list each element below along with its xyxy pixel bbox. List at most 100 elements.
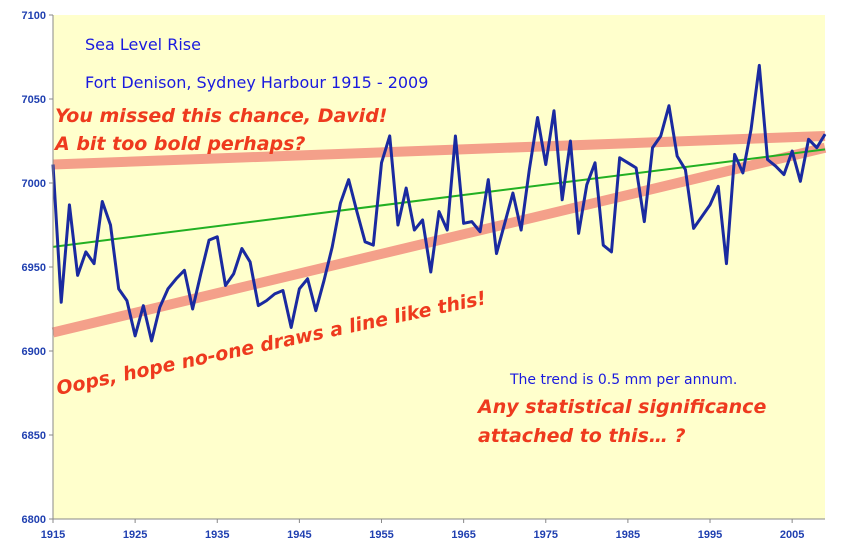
data-point <box>257 305 259 307</box>
data-point <box>660 135 662 137</box>
data-point <box>192 308 194 310</box>
data-point <box>487 179 489 181</box>
data-point <box>594 162 596 164</box>
data-point <box>290 326 292 328</box>
x-tick-label: 1975 <box>534 529 558 541</box>
data-point <box>134 335 136 337</box>
data-point <box>537 116 539 118</box>
x-tick-label: 1915 <box>41 529 65 541</box>
data-point <box>364 241 366 243</box>
data-point <box>167 288 169 290</box>
data-point <box>282 290 284 292</box>
data-point <box>586 184 588 186</box>
data-point <box>266 300 268 302</box>
data-point <box>175 278 177 280</box>
data-point <box>85 251 87 253</box>
y-tick-label: 7100 <box>22 10 46 22</box>
data-point <box>60 301 62 303</box>
data-point <box>208 239 210 241</box>
data-point <box>249 261 251 263</box>
data-point <box>627 162 629 164</box>
data-point <box>758 64 760 66</box>
data-point <box>200 273 202 275</box>
y-tick-label: 6950 <box>22 262 46 274</box>
data-point <box>668 105 670 107</box>
data-point <box>68 204 70 206</box>
data-point <box>808 138 810 140</box>
x-tick-label: 1945 <box>287 529 311 541</box>
data-point <box>224 284 226 286</box>
data-point <box>799 180 801 182</box>
x-tick-label: 1965 <box>451 529 475 541</box>
chart-title: Sea Level Rise <box>85 35 201 54</box>
data-point <box>504 222 506 224</box>
data-point <box>791 150 793 152</box>
data-point <box>528 169 530 171</box>
data-point <box>118 288 120 290</box>
data-point <box>783 174 785 176</box>
chart-subtitle: Fort Denison, Sydney Harbour 1915 - 2009 <box>85 73 428 92</box>
data-point <box>159 306 161 308</box>
data-point <box>356 211 358 213</box>
data-point <box>734 153 736 155</box>
x-tick-label: 1925 <box>123 529 147 541</box>
data-point <box>578 232 580 234</box>
data-point <box>495 253 497 255</box>
y-tick-label: 7000 <box>22 178 46 190</box>
annotation-significance-2: attached to this… ? <box>478 425 686 447</box>
data-point <box>422 219 424 221</box>
data-point <box>767 158 769 160</box>
annotation-significance-1: Any statistical significance <box>476 396 766 418</box>
data-point <box>339 202 341 204</box>
data-point <box>315 310 317 312</box>
data-point <box>372 244 374 246</box>
y-tick-label: 7050 <box>22 94 46 106</box>
data-point <box>619 157 621 159</box>
data-point <box>183 269 185 271</box>
data-point <box>816 147 818 149</box>
data-point <box>430 271 432 273</box>
data-point <box>323 279 325 281</box>
data-point <box>463 222 465 224</box>
data-point <box>643 221 645 223</box>
data-point <box>389 135 391 137</box>
data-point <box>241 248 243 250</box>
data-point <box>109 224 111 226</box>
data-point <box>348 179 350 181</box>
data-point <box>652 147 654 149</box>
data-point <box>610 251 612 253</box>
data-point <box>775 165 777 167</box>
data-point <box>717 185 719 187</box>
x-tick-label: 1985 <box>616 529 640 541</box>
data-point <box>512 192 514 194</box>
y-tick-label: 6800 <box>22 514 46 526</box>
x-tick-label: 1995 <box>698 529 722 541</box>
plot-area <box>53 15 825 519</box>
data-point <box>479 231 481 233</box>
data-point <box>545 164 547 166</box>
data-point <box>446 229 448 231</box>
trend-line <box>52 148 826 248</box>
data-point <box>561 199 563 201</box>
data-point <box>331 246 333 248</box>
annotation-trend: The trend is 0.5 mm per annum. <box>509 372 737 388</box>
data-point <box>405 187 407 189</box>
data-series <box>51 63 827 343</box>
data-point <box>397 224 399 226</box>
data-point <box>438 211 440 213</box>
data-point <box>742 172 744 174</box>
data-point <box>307 278 309 280</box>
data-point <box>824 133 826 135</box>
data-point <box>233 273 235 275</box>
data-point <box>151 340 153 342</box>
data-point <box>126 300 128 302</box>
x-tick-label: 2005 <box>780 529 804 541</box>
y-tick-label: 6900 <box>22 346 46 358</box>
data-point <box>709 204 711 206</box>
data-point <box>381 162 383 164</box>
data-point <box>676 155 678 157</box>
overlay-lines <box>51 130 827 338</box>
data-point <box>93 263 95 265</box>
